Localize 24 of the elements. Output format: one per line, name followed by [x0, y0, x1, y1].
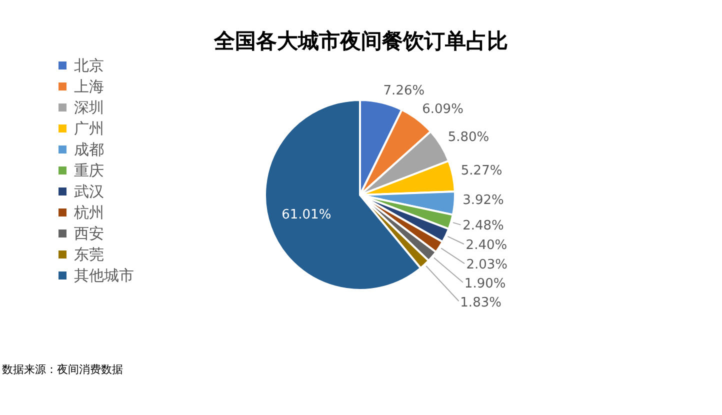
data-label: 2.40% — [466, 238, 508, 253]
legend-label: 其他城市 — [74, 266, 134, 284]
data-label: 2.03% — [466, 258, 508, 273]
data-label: 1.90% — [464, 276, 506, 292]
legend-label: 成都 — [74, 140, 104, 158]
source-note: 数据来源：夜间消费数据 — [2, 363, 123, 376]
legend-label: 重庆 — [74, 162, 104, 180]
data-label: 2.48% — [462, 218, 504, 234]
data-label: 3.92% — [462, 192, 504, 208]
legend-label: 深圳 — [74, 98, 104, 116]
legend-label: 上海 — [74, 78, 104, 96]
legend-label: 杭州 — [73, 204, 104, 222]
data-label: 5.27% — [460, 163, 502, 178]
legend-label: 北京 — [74, 56, 104, 74]
data-label: 6.09% — [422, 102, 464, 117]
data-label: 5.80% — [448, 130, 490, 146]
legend-label: 广州 — [74, 120, 104, 138]
legend-label: 西安 — [74, 224, 104, 242]
legend-label: 武汉 — [74, 182, 104, 200]
data-label: 7.26% — [383, 84, 425, 99]
chart-title: 全国各大城市夜间餐饮订单占比 — [213, 29, 508, 53]
data-label: 61.01% — [282, 207, 332, 222]
legend-label: 东莞 — [74, 246, 104, 264]
data-label: 1.83% — [460, 296, 502, 311]
